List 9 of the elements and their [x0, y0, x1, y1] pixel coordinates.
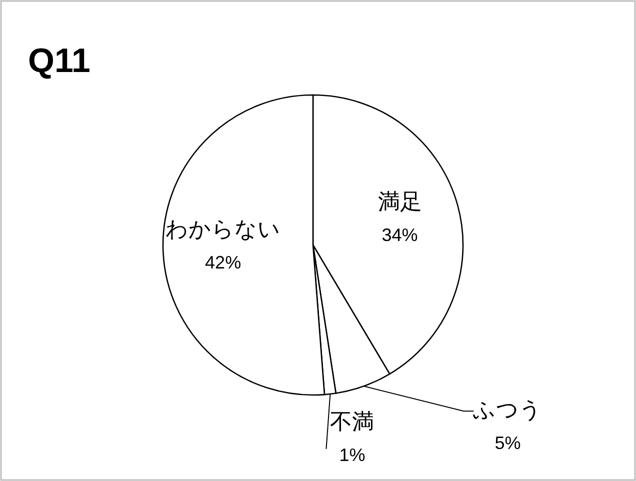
slice-label: わからない [166, 216, 281, 242]
slice-label: 不満 [330, 409, 374, 434]
slice-label: ふつう [472, 397, 542, 422]
data-label: 42% [205, 252, 242, 272]
data-label: 34% [382, 225, 418, 246]
slice-label: 満足 [378, 189, 422, 214]
chart-title: Q11 [28, 42, 90, 80]
data-label: 5% [494, 433, 521, 454]
data-label: 1% [339, 445, 366, 466]
